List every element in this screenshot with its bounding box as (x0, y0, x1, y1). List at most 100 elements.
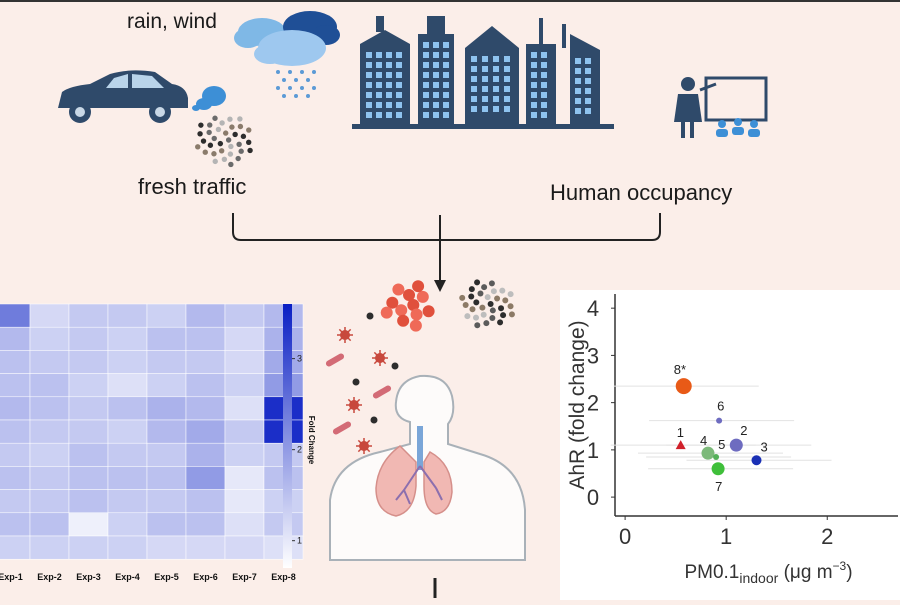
heatmap-cell (146, 396, 187, 421)
heatmap-cell (185, 350, 226, 374)
heatmap: Exp-1 Exp-2 Exp-3 Exp-4 Exp-5 Exp-6 Exp-7 Exp-8… (0, 303, 316, 582)
heatmap-cell (146, 442, 187, 467)
heatmap-cell (185, 419, 226, 444)
data-point-label: 7 (715, 479, 722, 494)
car-icon (58, 70, 188, 123)
heatmap-cell (29, 442, 70, 467)
colorbar (283, 304, 292, 568)
heatmap-cell (185, 303, 226, 328)
heatmap-cell (224, 442, 265, 467)
heatmap-cell (185, 466, 226, 490)
red-particles-icon (380, 280, 435, 332)
heatmap-cell (29, 373, 70, 398)
heatmap-cell (146, 489, 187, 514)
heatmap-cell (68, 373, 109, 398)
heatmap-cell (68, 512, 109, 537)
heatmap-cell (0, 512, 31, 537)
x-tick-label: 2 (821, 524, 833, 549)
weather-label: rain, wind (127, 10, 217, 33)
heatmap-cell (146, 419, 187, 444)
x-axis-label: PM0.1indoor (μg m−3) (684, 559, 852, 586)
data-point (711, 462, 725, 476)
heatmap-cell (146, 350, 187, 374)
y-tick-label: 0 (587, 485, 599, 510)
heatmap-column-label: Exp-5 (154, 572, 179, 582)
heatmap-cell (185, 512, 226, 537)
data-point (751, 455, 762, 466)
data-point (713, 453, 720, 460)
heatmap-cell (224, 396, 265, 421)
heatmap-cell (185, 489, 226, 514)
heatmap-cell (107, 326, 148, 351)
heatmap-cell (29, 326, 70, 351)
heatmap-cell (0, 489, 31, 514)
data-point-label: 6 (717, 399, 724, 414)
heatmap-column-label: Exp-6 (193, 572, 218, 582)
arrow-head (434, 280, 446, 292)
x-tick-label: 1 (720, 524, 732, 549)
heatmap-cell (185, 373, 226, 398)
colorbar-title: Fold Change (307, 416, 316, 465)
heatmap-cell (68, 396, 109, 421)
data-point (675, 378, 692, 395)
heatmap-cell (68, 442, 109, 467)
colorbar-tick-label: 2 (297, 445, 302, 455)
colorbar-tick-label: 1 (297, 536, 302, 546)
heatmap-cell (0, 535, 31, 560)
heatmap-cell (0, 303, 31, 328)
heatmap-cell (29, 350, 70, 374)
data-point (729, 438, 743, 452)
heatmap-cell (224, 350, 265, 374)
heatmap-cell (185, 442, 226, 467)
heatmap-cell (224, 489, 265, 514)
colorbar-tick-label: 3 (297, 354, 302, 364)
y-axis-label: AhR (fold change) (566, 320, 589, 489)
data-point-label: 2 (740, 423, 747, 438)
heatmap-cell (68, 466, 109, 490)
heatmap-cell (0, 373, 31, 398)
heatmap-cell (68, 303, 109, 328)
exhaust-cloud-icon (192, 86, 226, 111)
heatmap-cell (68, 535, 109, 560)
heatmap-cell (224, 373, 265, 398)
heatmap-cell (224, 466, 265, 490)
scatter-panel: 0 1 2 3 4 0 1 2 1 2 3 4 5 6 7 8* AhR (fold change) PM0.1i… (560, 290, 900, 600)
y-tick-label: 1 (587, 438, 599, 463)
data-point-label: 4 (700, 433, 707, 448)
heatmap-cell (185, 535, 226, 560)
heatmap-cell (224, 419, 265, 444)
heatmap-cell (68, 419, 109, 444)
heatmap-cell (0, 326, 31, 351)
data-point (716, 417, 723, 424)
data-point-label: 8* (674, 362, 686, 377)
heatmap-cell (0, 396, 31, 421)
heatmap-panel: Exp-1 Exp-2 Exp-3 Exp-4 Exp-5 Exp-6 Exp-7 Exp-8… (0, 300, 330, 600)
pathogens-icon (325, 312, 399, 454)
x-tick-label: 0 (619, 524, 631, 549)
heatmap-cell (107, 303, 148, 328)
heatmap-cell (29, 489, 70, 514)
heatmap-cell (68, 489, 109, 514)
heatmap-cell (0, 419, 31, 444)
heatmap-column-label: Exp-3 (76, 572, 101, 582)
heatmap-cell (146, 303, 187, 328)
data-point-label: 1 (677, 425, 684, 440)
heatmap-cell (224, 326, 265, 351)
heatmap-cell (0, 350, 31, 374)
heatmap-cell (185, 326, 226, 351)
heatmap-cell (107, 535, 148, 560)
heatmap-cell (146, 466, 187, 490)
heatmap-cell (68, 350, 109, 374)
heatmap-cell (29, 466, 70, 490)
heatmap-cell (107, 396, 148, 421)
heatmap-column-label: Exp-2 (37, 572, 62, 582)
heatmap-cell (29, 512, 70, 537)
merge-arrow (232, 213, 661, 282)
city-buildings-icon (352, 16, 614, 129)
data-point (675, 440, 686, 450)
heatmap-column-label: Exp-1 (0, 572, 23, 582)
heatmap-cell (224, 535, 265, 560)
y-tick-label: 3 (587, 343, 599, 368)
